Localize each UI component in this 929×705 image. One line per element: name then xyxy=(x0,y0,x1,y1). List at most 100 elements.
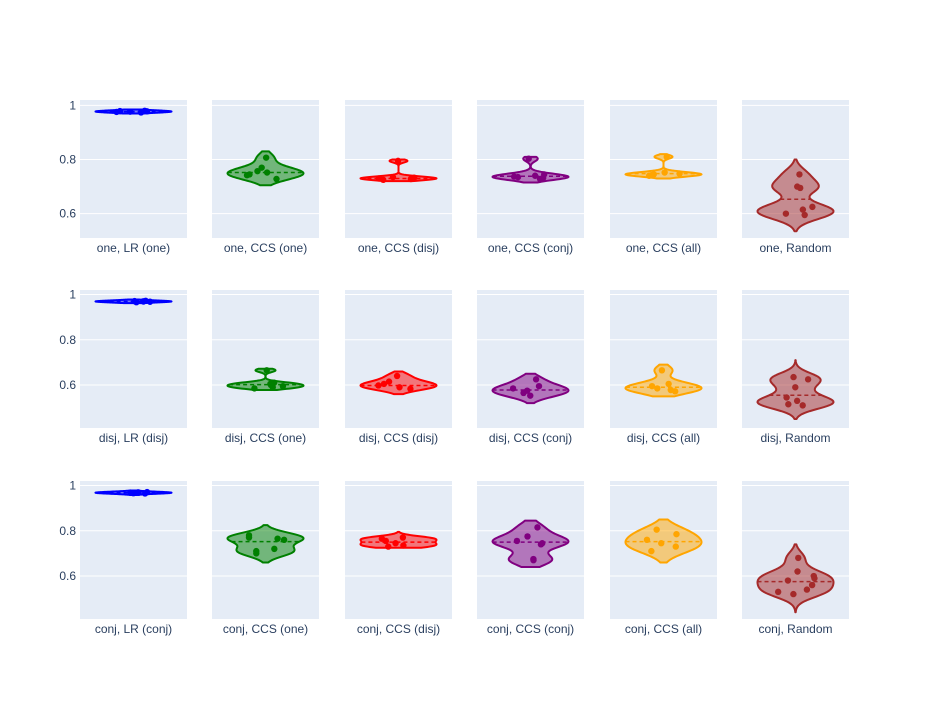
data-point xyxy=(382,537,390,545)
data-point xyxy=(514,173,522,181)
data-point xyxy=(809,203,816,211)
data-point xyxy=(280,536,288,544)
data-point xyxy=(793,397,801,405)
data-point xyxy=(799,206,807,213)
data-point xyxy=(811,575,818,582)
panel-label: disj, Random xyxy=(760,431,830,445)
panel-label: conj, CCS (one) xyxy=(223,622,308,636)
data-point xyxy=(279,382,287,390)
data-point xyxy=(392,540,399,547)
data-point xyxy=(400,542,407,549)
panel-label: conj, CCS (conj) xyxy=(487,622,574,636)
data-point xyxy=(263,367,270,374)
data-point xyxy=(389,173,397,181)
data-point xyxy=(509,385,517,392)
data-point xyxy=(273,175,280,183)
plot-background xyxy=(80,290,187,428)
data-point xyxy=(673,530,680,538)
y-tick-label: 1 xyxy=(69,288,76,302)
violin-panel: conj, CCS (all) xyxy=(610,481,717,636)
data-point xyxy=(643,536,651,544)
data-point xyxy=(380,176,387,184)
data-point xyxy=(783,394,790,401)
plot-background xyxy=(345,290,452,428)
data-point xyxy=(245,534,253,541)
data-point xyxy=(524,533,531,540)
data-point xyxy=(658,540,665,547)
data-point xyxy=(263,169,271,176)
violin-body xyxy=(491,372,570,405)
data-point xyxy=(792,384,799,391)
violin-panel: conj, CCS (one) xyxy=(212,481,319,636)
data-point xyxy=(126,108,134,115)
data-point xyxy=(253,550,260,557)
data-point xyxy=(269,384,276,391)
data-point xyxy=(520,389,527,397)
data-point xyxy=(536,175,544,183)
violin-panel: one, CCS (all) xyxy=(610,100,717,255)
data-point xyxy=(534,524,541,531)
y-tick-label: 0.8 xyxy=(59,333,76,347)
data-point xyxy=(676,170,683,177)
data-point xyxy=(790,373,797,381)
data-point xyxy=(796,171,803,178)
violin-panel: one, Random xyxy=(742,100,849,255)
data-point xyxy=(142,297,149,305)
violin-panel: conj, CCS (disj) xyxy=(345,481,452,636)
panel-label: disj, CCS (all) xyxy=(627,431,700,445)
data-point xyxy=(254,167,261,175)
data-point xyxy=(262,154,270,161)
data-point xyxy=(527,392,534,399)
data-point xyxy=(143,488,151,496)
data-point xyxy=(385,543,392,550)
data-point xyxy=(672,543,679,550)
panel-label: conj, LR (conj) xyxy=(95,622,172,636)
panel-label: one, CCS (one) xyxy=(224,241,307,255)
violin-panel: one, CCS (disj) xyxy=(345,100,452,255)
data-point xyxy=(808,581,816,589)
data-point xyxy=(774,588,782,596)
violin-panel: conj, CCS (conj) xyxy=(477,481,584,636)
data-point xyxy=(407,385,414,393)
data-point xyxy=(116,107,124,115)
plot-background xyxy=(345,481,452,619)
violin-body xyxy=(491,519,570,568)
panel-label: conj, CCS (all) xyxy=(625,622,702,636)
data-point xyxy=(251,385,258,392)
violin-panel: one, CCS (one) xyxy=(212,100,319,255)
violin-panel: conj, Random xyxy=(742,481,849,636)
y-tick-label: 0.6 xyxy=(59,569,76,583)
data-point xyxy=(661,169,668,176)
data-point xyxy=(648,547,655,555)
data-point xyxy=(258,164,265,171)
data-point xyxy=(658,367,666,374)
data-point xyxy=(537,541,545,548)
data-point xyxy=(525,155,532,162)
violin-body xyxy=(756,158,835,233)
data-point xyxy=(274,535,281,542)
panel-label: disj, CCS (one) xyxy=(225,431,306,445)
panel-label: conj, CCS (disj) xyxy=(357,622,440,636)
data-point xyxy=(407,175,415,183)
panel-label: one, CCS (all) xyxy=(626,241,701,255)
violin-panel: conj, LR (conj) xyxy=(80,481,187,636)
panel-label: disj, CCS (disj) xyxy=(359,431,438,445)
data-point xyxy=(794,568,801,575)
violin-panel: disj, CCS (one) xyxy=(212,290,319,445)
y-tick-label: 0.8 xyxy=(59,153,76,167)
data-point xyxy=(141,107,148,115)
data-point xyxy=(385,378,393,385)
data-point xyxy=(131,297,138,305)
data-point xyxy=(531,172,539,179)
violin-panel: disj, CCS (all) xyxy=(610,290,717,445)
panel-label: conj, Random xyxy=(758,622,832,636)
y-tick-label: 1 xyxy=(69,98,76,112)
panel-label: one, LR (one) xyxy=(97,241,170,255)
violin-panel: disj, Random xyxy=(742,290,849,445)
panel-label: one, CCS (disj) xyxy=(358,241,439,255)
violin-panel: disj, LR (disj) xyxy=(80,290,187,445)
y-tick-label: 0.6 xyxy=(59,207,76,221)
data-point xyxy=(672,388,679,395)
